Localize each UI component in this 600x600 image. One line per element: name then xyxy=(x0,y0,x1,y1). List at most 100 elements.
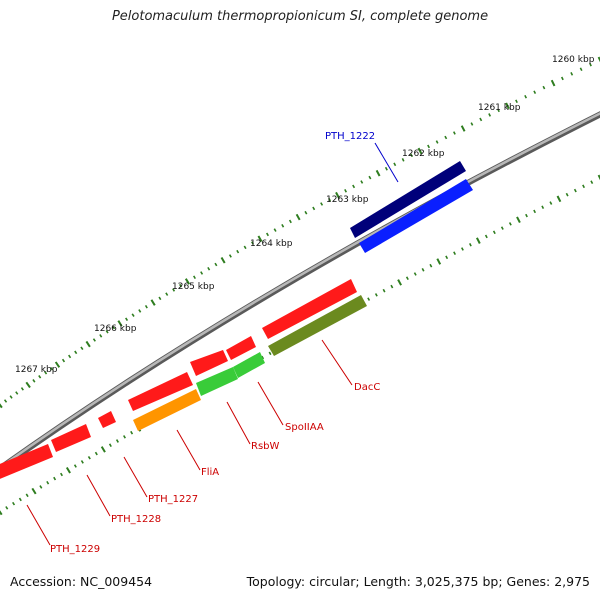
tick-mark xyxy=(123,435,126,439)
gene-bar-rsbw[interactable] xyxy=(190,350,228,376)
tick-mark xyxy=(384,166,388,171)
gene-label-pth-1227[interactable]: PTH_1227 xyxy=(148,494,198,505)
tick-mark xyxy=(32,379,36,383)
tick-mark xyxy=(165,292,169,296)
tick-mark xyxy=(39,485,43,489)
tick-mark xyxy=(405,276,409,280)
tick-mark xyxy=(53,476,57,481)
gene-bar-pth-1222-outer[interactable] xyxy=(350,161,466,238)
tick-mark xyxy=(541,205,545,209)
label-leader-lines xyxy=(26,142,399,546)
tick-mark xyxy=(25,493,29,498)
tick-mark xyxy=(0,403,3,409)
kbp-label: 1262 kbp xyxy=(402,149,445,159)
tick-mark xyxy=(5,506,9,510)
tick-mark xyxy=(525,213,528,218)
gene-bar-pth-1227[interactable] xyxy=(98,411,116,428)
tick-mark xyxy=(393,162,397,167)
tick-mark xyxy=(375,169,381,177)
kbp-label: 1267 kbp xyxy=(15,365,58,375)
tick-mark xyxy=(542,85,546,90)
tick-mark xyxy=(524,94,528,99)
gene-label-pth-1229[interactable]: PTH_1229 xyxy=(50,544,100,555)
tick-mark xyxy=(579,67,583,72)
tick-mark xyxy=(125,317,129,322)
tick-mark xyxy=(130,430,134,435)
tick-mark xyxy=(550,79,556,87)
tick-mark xyxy=(87,455,91,460)
tick-mark xyxy=(220,256,226,264)
gene-label-flia[interactable]: FliA xyxy=(201,467,219,478)
gene-bar-rsbw-inner[interactable] xyxy=(196,367,238,396)
tick-mark xyxy=(60,472,63,477)
tick-mark xyxy=(288,219,292,224)
gene-bar-dacc-inner[interactable] xyxy=(268,295,367,356)
gene-bar-pth-1229[interactable] xyxy=(0,444,53,481)
gene-bar-pth-1228[interactable] xyxy=(51,424,91,452)
tick-mark xyxy=(453,251,457,255)
tick-mark xyxy=(150,299,156,306)
kbp-label: 1260 kbp xyxy=(552,55,595,65)
kbp-label: 1261 kbp xyxy=(478,103,521,113)
tick-mark xyxy=(497,108,500,113)
tick-mark xyxy=(0,510,3,516)
tick-mark xyxy=(138,309,142,313)
tick-mark xyxy=(382,288,386,293)
gene-label-pth-1222[interactable]: PTH_1222 xyxy=(325,131,375,142)
tick-mark xyxy=(390,284,394,289)
tick-mark xyxy=(352,184,356,189)
tick-mark xyxy=(597,174,600,181)
tick-mark xyxy=(105,329,109,334)
tick-mark xyxy=(436,258,442,265)
tick-mark xyxy=(144,304,148,309)
tick-mark xyxy=(73,464,77,468)
gene-label-rsbw[interactable]: RsbW xyxy=(251,441,280,452)
tick-mark xyxy=(85,340,91,348)
tick-mark xyxy=(368,175,372,180)
gene-bar-flia-inner[interactable] xyxy=(133,389,201,431)
tick-mark xyxy=(488,113,492,117)
tick-mark xyxy=(214,262,218,267)
tick-mark xyxy=(413,272,417,276)
tick-mark xyxy=(367,297,371,301)
tick-mark xyxy=(505,102,510,110)
tick-mark xyxy=(328,197,332,202)
tick-mark xyxy=(508,222,512,226)
tick-mark xyxy=(479,117,483,122)
tick-mark xyxy=(417,147,423,155)
tick-mark xyxy=(533,209,537,214)
gene-label-spoiiaa[interactable]: SpoIIAA xyxy=(285,422,324,433)
tick-mark xyxy=(236,249,240,254)
tick-mark xyxy=(304,210,308,215)
tick-mark xyxy=(427,144,431,149)
tick-mark xyxy=(452,131,456,135)
tick-mark xyxy=(184,278,191,285)
tick-mark xyxy=(68,354,72,359)
tick-mark xyxy=(44,370,48,375)
tick-mark xyxy=(3,399,8,403)
tick-mark xyxy=(251,241,254,245)
tick-mark xyxy=(421,268,425,272)
gene-bar-dacc[interactable] xyxy=(262,279,357,339)
tick-mark xyxy=(590,180,594,184)
gene-bar-spoiiaa[interactable] xyxy=(226,336,256,360)
tick-mark xyxy=(397,279,402,286)
tick-mark xyxy=(9,395,13,399)
tick-mark xyxy=(49,366,54,371)
genome-summary-text: Topology: circular; Length: 3,025,375 bp… xyxy=(246,574,590,589)
gene-label-pth-1228[interactable]: PTH_1228 xyxy=(111,514,161,525)
tick-mark xyxy=(597,56,600,63)
tick-mark xyxy=(460,125,466,132)
tick-mark xyxy=(516,216,521,224)
tick-mark xyxy=(344,189,348,193)
gene-bar-flia[interactable] xyxy=(128,372,193,411)
tick-mark xyxy=(243,245,247,250)
tick-mark xyxy=(117,320,123,327)
gene-bar-pth-1222-inner[interactable] xyxy=(359,179,473,253)
gene-label-dacc[interactable]: DacC xyxy=(354,382,380,393)
tick-mark xyxy=(266,232,269,237)
gene-bar-spoiiaa-inner[interactable] xyxy=(233,352,265,378)
tick-mark xyxy=(549,201,553,205)
tick-marks-inner xyxy=(0,174,600,516)
tick-marks-outer xyxy=(0,56,600,409)
